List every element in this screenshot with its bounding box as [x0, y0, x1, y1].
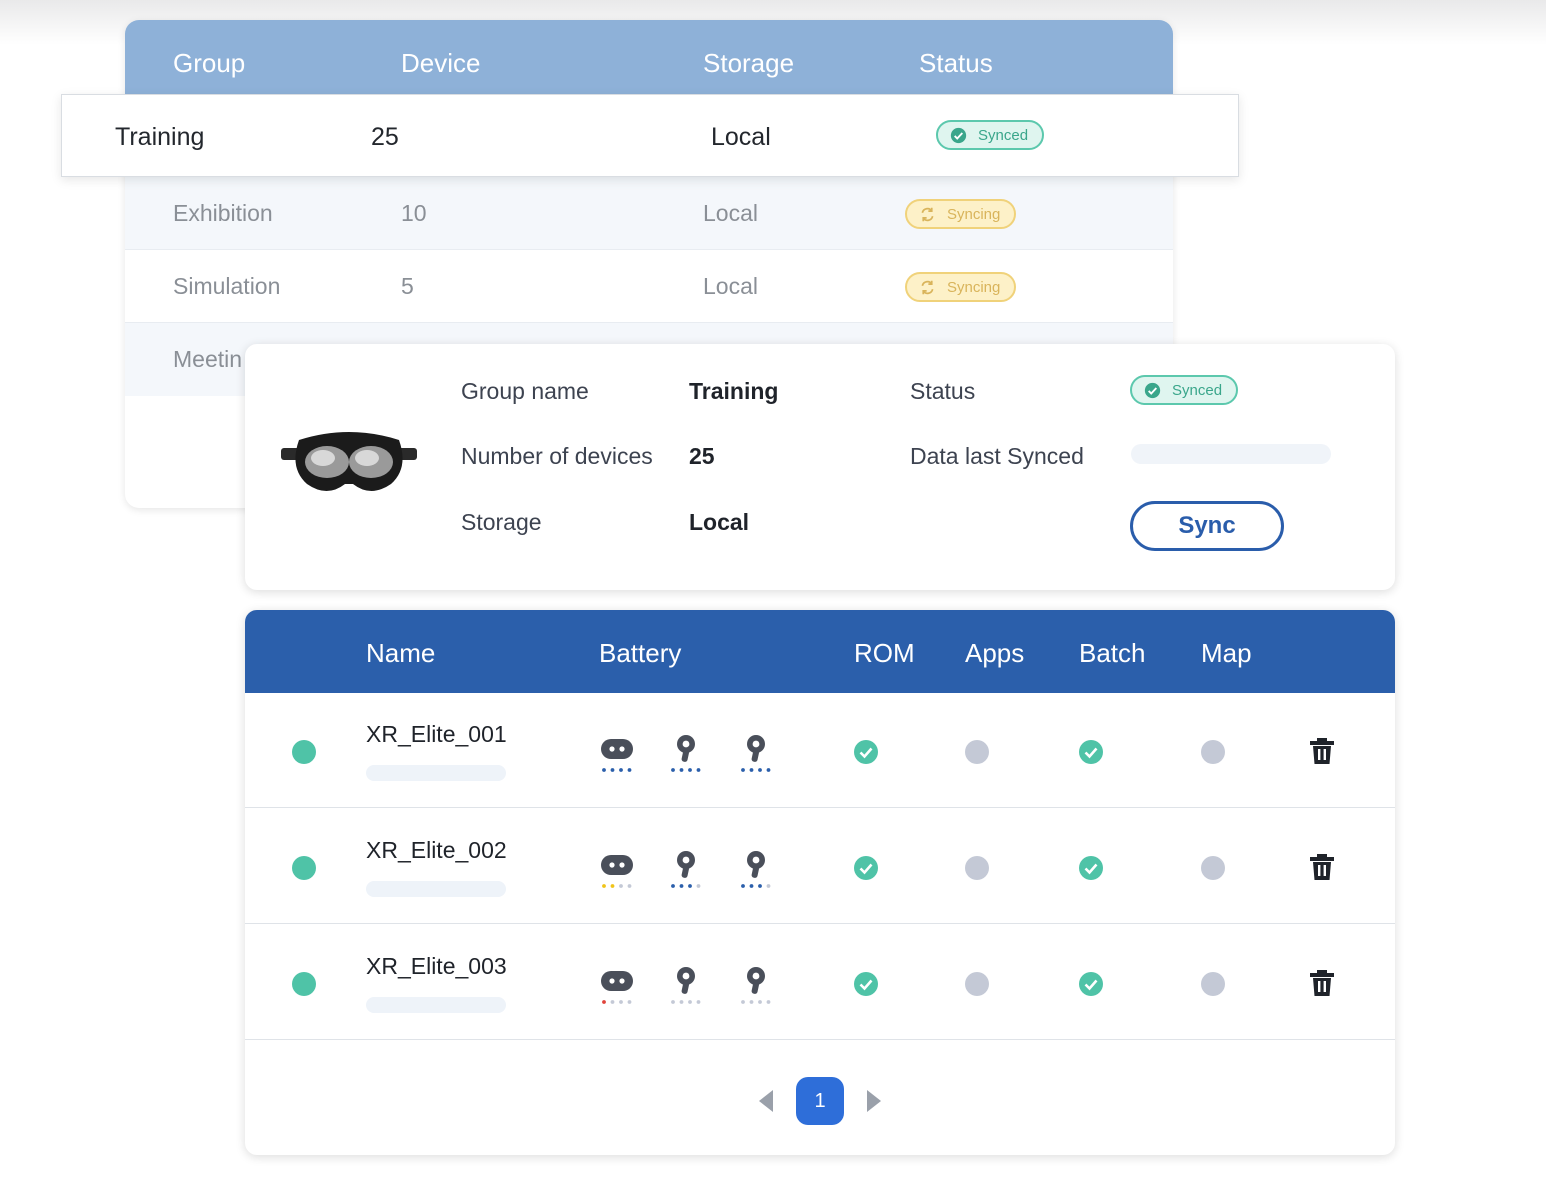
devices-table-header: Name Battery ROM Apps Batch Map [245, 610, 1395, 693]
group-storage: Local [703, 200, 758, 226]
batch-check-icon [1079, 972, 1103, 996]
group-name-value: Training [689, 378, 779, 404]
header-name[interactable]: Name [366, 638, 436, 668]
vr-headset-icon [281, 432, 417, 491]
header-map[interactable]: Map [1201, 638, 1252, 668]
status-badge-label: Synced [1172, 382, 1223, 399]
sync-button[interactable]: Sync [1130, 501, 1284, 551]
header-status[interactable]: Status [919, 48, 993, 78]
header-device[interactable]: Device [401, 48, 481, 78]
device-subtitle-placeholder [366, 881, 506, 897]
apps-pending-icon [965, 972, 989, 996]
rom-check-icon [854, 972, 878, 996]
status-badge-label: Syncing [947, 279, 1001, 296]
check-circle-icon [950, 127, 967, 144]
table-row[interactable]: XR_Elite_001 [245, 693, 1395, 808]
headset-battery-icon [601, 971, 633, 1004]
header-group[interactable]: Group [173, 48, 246, 78]
status-badge-label: Synced [978, 127, 1029, 144]
trash-icon[interactable] [1309, 737, 1335, 765]
group-device-count: 5 [401, 273, 414, 299]
storage-value: Local [689, 509, 750, 535]
map-pending-icon [1201, 740, 1225, 764]
group-storage: Local [711, 123, 771, 151]
status-badge-label: Syncing [947, 206, 1001, 223]
device-subtitle-placeholder [366, 997, 506, 1013]
sync-icon [921, 280, 934, 295]
header-apps[interactable]: Apps [965, 638, 1025, 668]
status-badge: Syncing [905, 199, 1017, 229]
status-badge: Synced [936, 120, 1045, 150]
group-name: Training [115, 123, 205, 151]
status-label: Status [910, 378, 976, 404]
map-pending-icon [1201, 972, 1225, 996]
header-battery[interactable]: Battery [599, 638, 682, 668]
batch-check-icon [1079, 856, 1103, 880]
right-controller-battery-icon [741, 735, 771, 772]
group-detail-card: Group name Training Number of devices 25… [245, 344, 1395, 590]
devices-count-value: 25 [689, 443, 715, 469]
group-row-training-selected[interactable]: Training 25 Local Synced [61, 94, 1239, 177]
devices-count-label: Number of devices [461, 443, 653, 469]
group-storage: Local [703, 273, 758, 299]
group-row-simulation[interactable]: Simulation 5 Local Syncing [125, 250, 1173, 323]
batch-check-icon [1079, 740, 1103, 764]
page-number-button[interactable]: 1 [796, 1077, 844, 1125]
table-row[interactable]: XR_Elite_002 [245, 809, 1395, 924]
apps-pending-icon [965, 740, 989, 764]
status-badge: Syncing [905, 272, 1017, 302]
device-name: XR_Elite_003 [366, 953, 507, 979]
map-pending-icon [1201, 856, 1225, 880]
right-controller-battery-icon [741, 967, 771, 1004]
next-page-icon[interactable] [863, 1088, 885, 1114]
left-controller-battery-icon [671, 851, 701, 888]
group-name-label: Group name [461, 378, 589, 404]
header-rom[interactable]: ROM [854, 638, 915, 668]
apps-pending-icon [965, 856, 989, 880]
headset-battery-icon [601, 739, 633, 772]
left-controller-battery-icon [671, 735, 701, 772]
group-name: Simulation [173, 273, 281, 299]
rom-check-icon [854, 740, 878, 764]
device-subtitle-placeholder [366, 765, 506, 781]
last-synced-value-placeholder [1131, 444, 1331, 464]
trash-icon[interactable] [1309, 969, 1335, 997]
device-name: XR_Elite_001 [366, 721, 507, 747]
table-row[interactable]: XR_Elite_003 [245, 925, 1395, 1040]
last-synced-label: Data last Synced [910, 443, 1084, 469]
previous-page-icon[interactable] [755, 1088, 777, 1114]
online-status-dot [292, 972, 316, 996]
groups-table-header: Group Device Storage Status [125, 20, 1173, 94]
storage-label: Storage [461, 509, 542, 535]
group-row-exhibition[interactable]: Exhibition 10 Local Syncing [125, 177, 1173, 250]
header-batch[interactable]: Batch [1079, 638, 1146, 668]
group-name: Exhibition [173, 200, 273, 226]
online-status-dot [292, 856, 316, 880]
devices-table: Name Battery ROM Apps Batch Map XR_Elite… [245, 610, 1395, 1155]
group-name: Meetin [173, 346, 243, 372]
group-device-count: 10 [401, 200, 427, 226]
status-badge: Synced [1130, 375, 1239, 405]
online-status-dot [292, 740, 316, 764]
sync-icon [921, 207, 934, 222]
trash-icon[interactable] [1309, 853, 1335, 881]
right-controller-battery-icon [741, 851, 771, 888]
check-circle-icon [1144, 382, 1161, 399]
device-name: XR_Elite_002 [366, 837, 507, 863]
headset-battery-icon [601, 855, 633, 888]
group-device-count: 25 [371, 123, 399, 151]
left-controller-battery-icon [671, 967, 701, 1004]
header-storage[interactable]: Storage [703, 48, 795, 78]
rom-check-icon [854, 856, 878, 880]
